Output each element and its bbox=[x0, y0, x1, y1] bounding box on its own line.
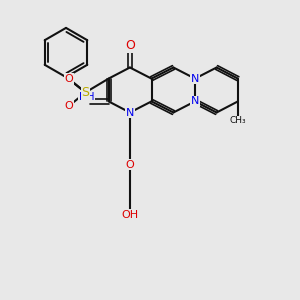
Text: CH₃: CH₃ bbox=[230, 116, 246, 125]
Text: N: N bbox=[191, 96, 199, 106]
Text: NH: NH bbox=[79, 92, 94, 102]
Text: O: O bbox=[125, 39, 135, 52]
Text: OH: OH bbox=[121, 210, 139, 220]
Text: N: N bbox=[191, 74, 199, 84]
Text: O: O bbox=[125, 160, 134, 170]
Text: S: S bbox=[82, 86, 89, 99]
Text: O: O bbox=[64, 101, 74, 111]
Text: N: N bbox=[126, 107, 134, 118]
Text: O: O bbox=[64, 74, 74, 84]
